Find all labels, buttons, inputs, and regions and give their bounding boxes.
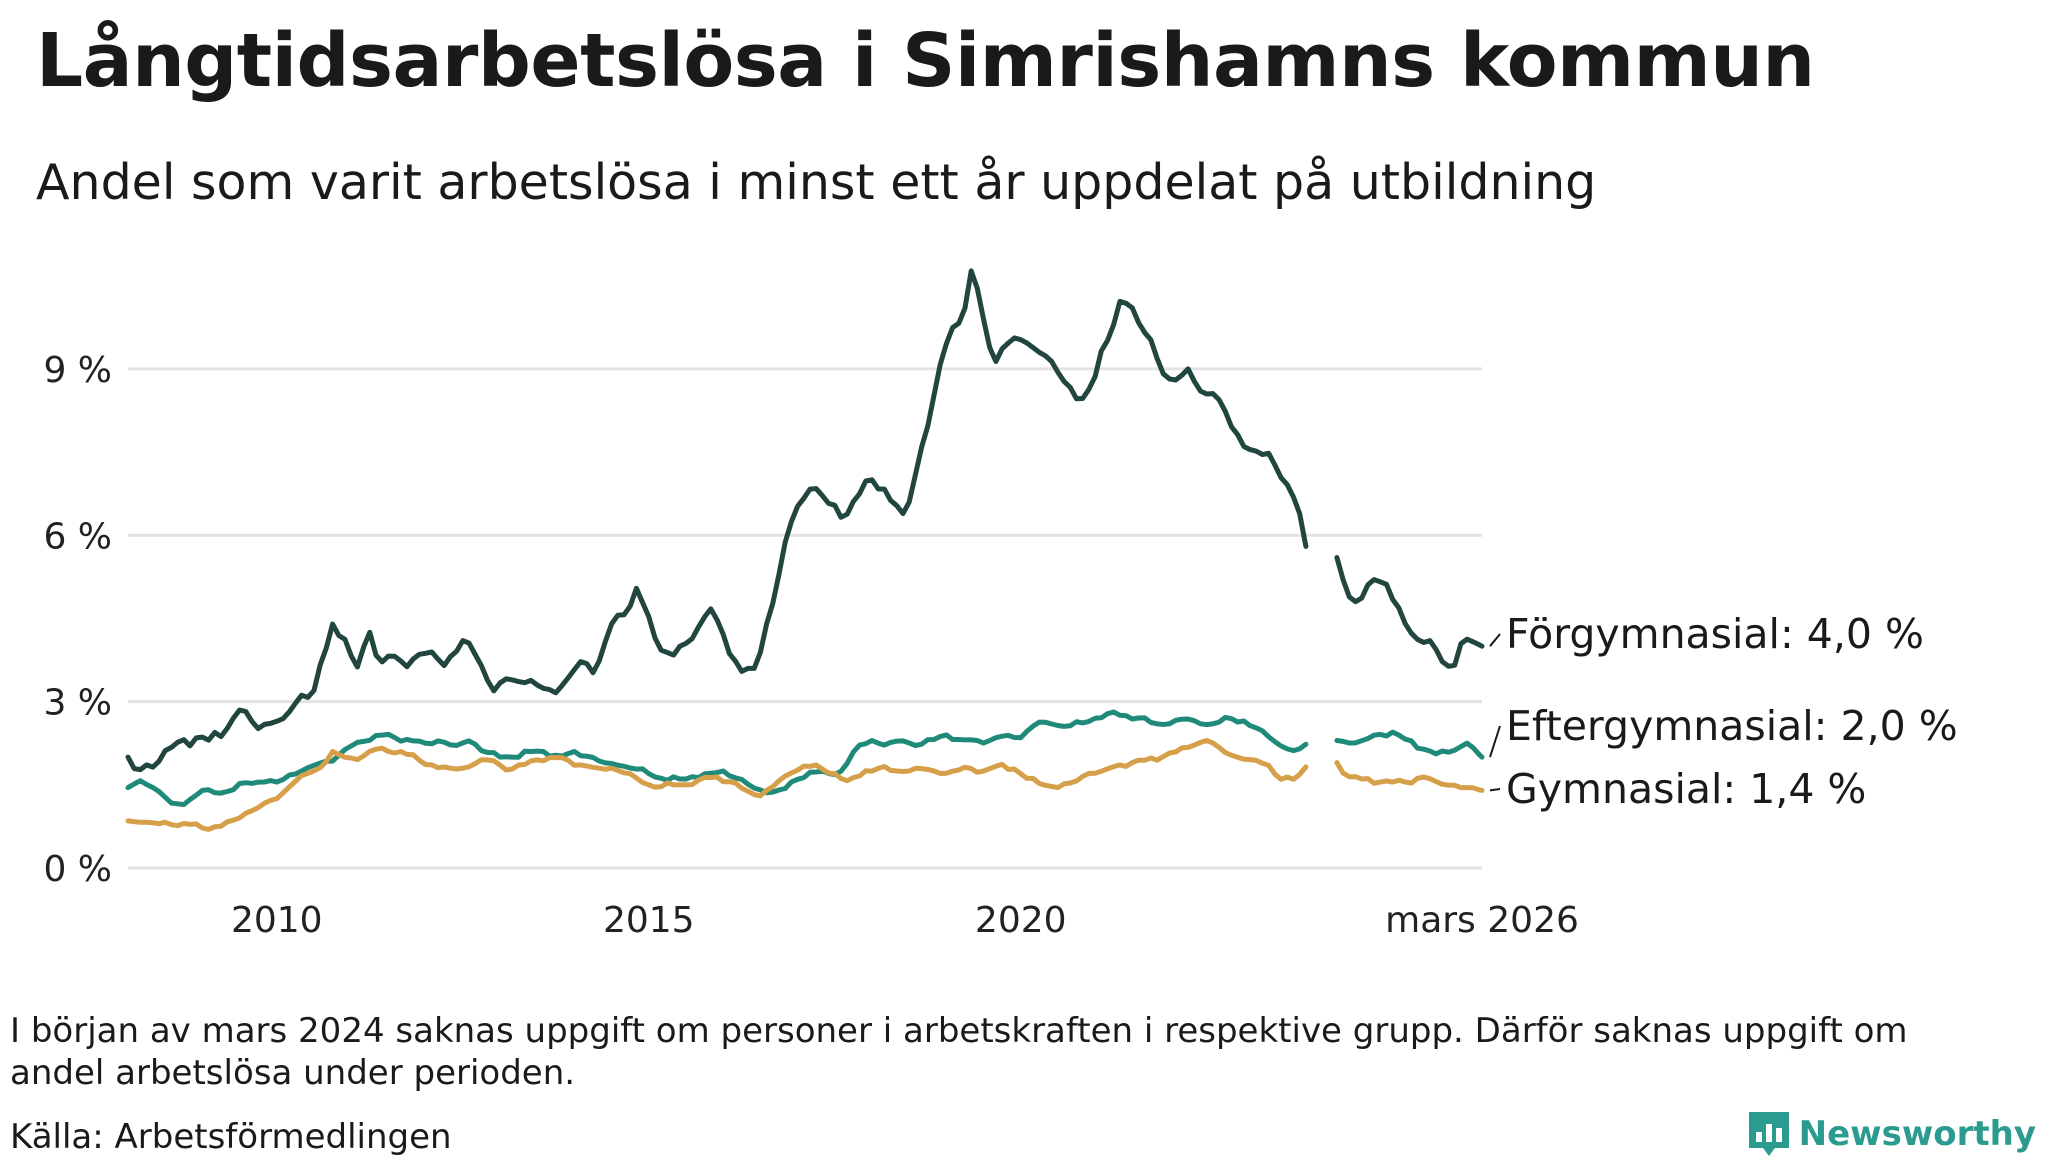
series-line-eftergymnasial-part1: [125, 709, 1309, 808]
chart-subtitle: Andel som varit arbetslösa i minst ett å…: [36, 154, 1597, 211]
series-line-gymnasial-part1: [125, 738, 1309, 832]
series-line-gymnasial-part2: [1334, 760, 1485, 793]
series-lines: [125, 268, 1485, 832]
brand-name: Newsworthy: [1798, 1114, 2036, 1154]
y-tick-label: 3 %: [43, 683, 112, 724]
y-tick-label: 9 %: [43, 350, 112, 391]
newsworthy-logo-icon: [1748, 1112, 1789, 1156]
line-chart: 0 % 3 % 6 % 9 % 2010 2015 2020 mars 2026 Förgy…: [43, 268, 1958, 941]
x-axis-tick-labels: 2010 2015 2020 mars 2026: [231, 900, 1579, 941]
series-line-eftergymnasial-part2: [1334, 729, 1485, 760]
series-line-förgymnasial-part2: [1334, 555, 1485, 669]
x-tick-label: mars 2026: [1385, 900, 1579, 941]
newsworthy-brand[interactable]: Newsworthy: [1748, 1112, 2036, 1156]
footnote: I början av mars 2024 saknas uppgift om …: [10, 1011, 1908, 1093]
x-tick-label: 2010: [231, 900, 323, 941]
chart-title: Långtidsarbetslösa i Simrishamns kommun: [36, 18, 1815, 104]
y-tick-label: 0 %: [43, 849, 112, 890]
x-tick-label: 2015: [603, 900, 695, 941]
series-label-eftergymnasial: Eftergymnasial: 2,0 %: [1506, 702, 1958, 750]
x-tick-label: 2020: [975, 900, 1067, 941]
series-label-förgymnasial: Förgymnasial: 4,0 %: [1506, 610, 1924, 658]
label-leader-line: [1489, 633, 1501, 647]
source-note: Källa: Arbetsförmedlingen: [10, 1117, 452, 1157]
series-label-gymnasial: Gymnasial: 1,4 %: [1506, 765, 1866, 813]
y-axis-tick-labels: 0 % 3 % 6 % 9 %: [43, 350, 112, 890]
gridlines: [128, 367, 1482, 870]
y-tick-label: 6 %: [43, 516, 112, 557]
label-leader-line: [1489, 788, 1501, 792]
label-leader-line: [1489, 725, 1501, 758]
series-line-förgymnasial-part1: [125, 268, 1309, 773]
series-end-labels: Förgymnasial: 4,0 % Eftergymnasial: 2,0 %…: [1489, 610, 1958, 813]
